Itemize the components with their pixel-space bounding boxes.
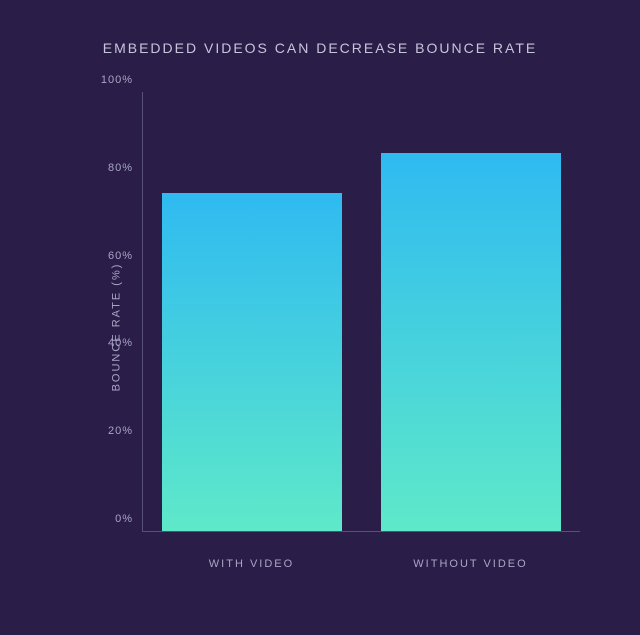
y-tick-label: 60% [93, 250, 143, 262]
bar [162, 193, 342, 531]
y-tick-label: 80% [93, 162, 143, 174]
plot-wrap: BOUNCE RATE (%) 0%20%40%60%80%100% WITH … [110, 92, 580, 562]
chart-container: EMBEDDED VIDEOS CAN DECREASE BOUNCE RATE… [0, 0, 640, 635]
chart-title: EMBEDDED VIDEOS CAN DECREASE BOUNCE RATE [40, 40, 600, 56]
bars-group [143, 92, 580, 531]
y-tick-label: 20% [93, 425, 143, 437]
bar-slot [381, 92, 561, 531]
bar [381, 153, 561, 531]
y-tick-label: 0% [93, 513, 143, 525]
x-tick-label: WITH VIDEO [162, 558, 342, 570]
y-axis-label: BOUNCE RATE (%) [110, 263, 122, 392]
bar-slot [162, 92, 342, 531]
x-tick-label: WITHOUT VIDEO [381, 558, 561, 570]
y-tick-label: 100% [93, 74, 143, 86]
x-labels: WITH VIDEO WITHOUT VIDEO [142, 558, 580, 570]
plot-area: 0%20%40%60%80%100% [142, 92, 580, 532]
y-tick-label: 40% [93, 337, 143, 349]
